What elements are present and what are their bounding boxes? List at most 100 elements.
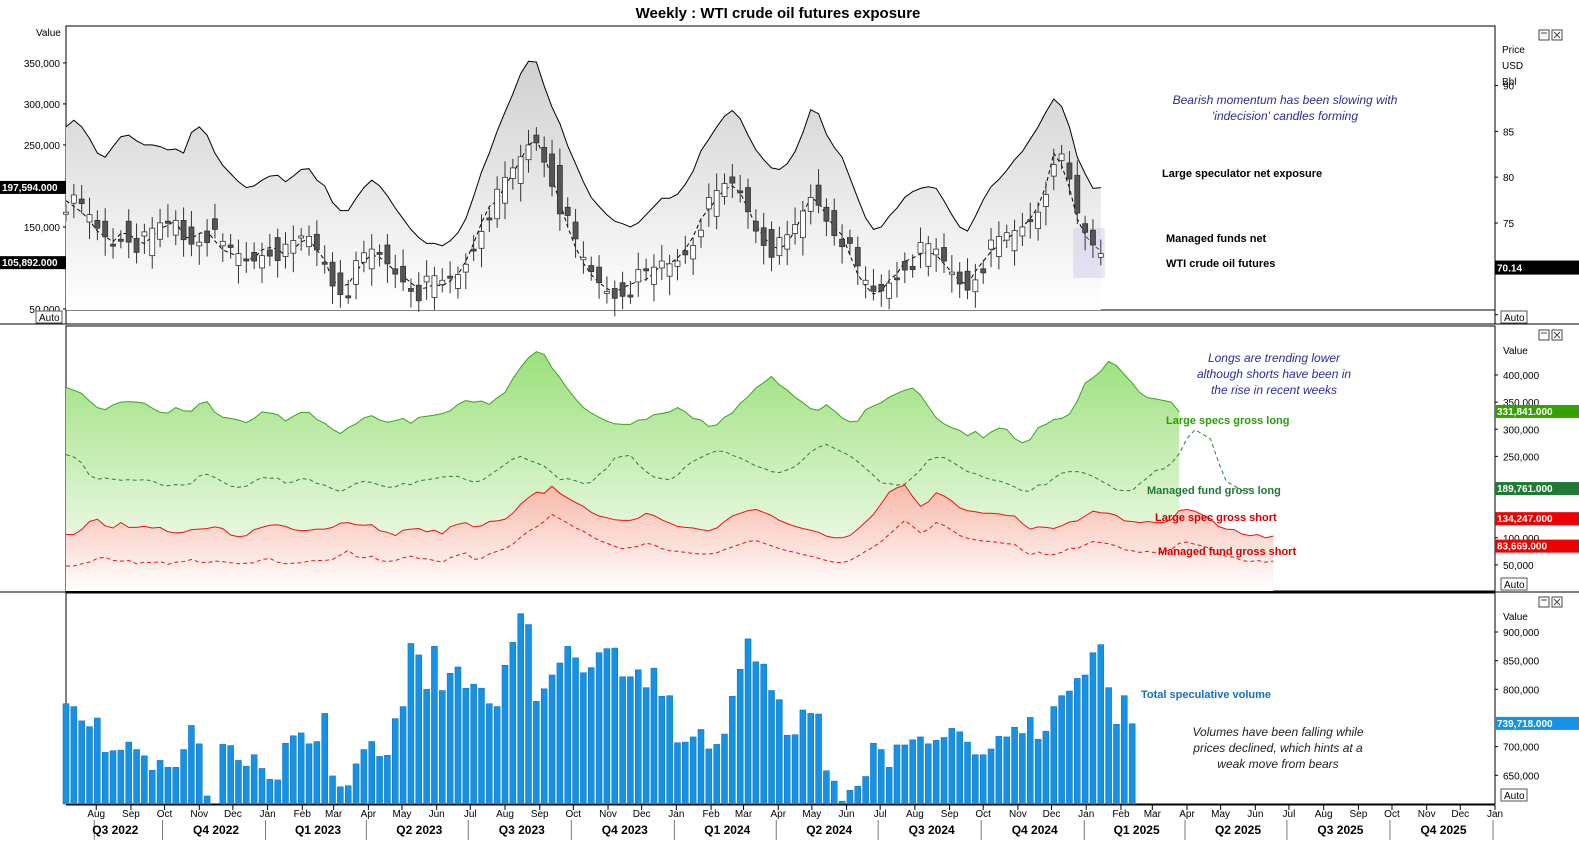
volume-bar [854,785,862,805]
volume-bar [783,734,791,805]
time-axis: Aug Sep Oct Nov Dec Jan Feb Mar Apr May Jun Jul Aug S… [66,804,1503,840]
month-tick-label: May [802,809,821,820]
volume-bar [932,740,940,805]
wti-candle [125,220,132,243]
wti-candle [541,146,548,163]
right-tick-label: 90 [1503,82,1515,93]
maximize-icon[interactable] [1538,29,1550,41]
wti-candle [909,265,916,271]
value-badge-text: 189,761.000 [1497,484,1553,495]
wti-candle [995,235,1002,257]
wti-candle [964,270,971,291]
volume-bar [141,755,148,805]
month-tick-label: Apr [1179,809,1195,820]
panel1-window-controls[interactable] [1538,29,1563,41]
volume-bar [1113,724,1120,805]
volume-bar [180,749,187,805]
svg-text:Auto: Auto [39,313,60,324]
wti-candle [588,265,595,273]
volume-bar [125,741,132,805]
volume-bar [1089,652,1097,805]
month-tick-label: Mar [735,809,753,820]
wti-candle [1043,194,1049,207]
left-tick-label: 50,000 [29,305,60,316]
panel2-window-controls[interactable] [1538,329,1563,341]
maximize-icon[interactable] [1538,596,1550,608]
wti-candle [1058,153,1065,161]
wti-candle [768,229,775,258]
highlight-box [1073,228,1105,278]
quarter-label: Q3 2023 [499,823,545,837]
month-tick-label: Jun [429,809,445,820]
wti-candle [368,248,375,270]
volume-bar [501,665,509,805]
price-badge [1495,260,1579,275]
month-tick-label: Oct [975,809,991,820]
volume-bar [791,734,799,805]
panel1-auto-button-left[interactable]: Auto [35,310,63,324]
wti-candle [431,275,438,298]
panel3-window-controls[interactable] [1538,596,1563,608]
wti-candle [188,226,195,245]
volume-bar [979,754,987,805]
month-tick-label: Sep [941,809,959,820]
quarter-label: Q3 2025 [1317,823,1363,837]
panel2-note-line-1: Longs are trending lower [1208,351,1341,365]
wti-candle [86,214,93,223]
month-tick-label: Feb [294,809,312,820]
volume-bar [486,703,493,805]
wti-candle [1090,229,1096,246]
volume-bar [1042,730,1050,805]
volume-bar [1003,736,1010,805]
volume-bar [133,749,140,805]
wti-candle [266,249,273,257]
maximize-icon[interactable] [1538,329,1550,341]
quarter-label: Q1 2024 [704,823,750,837]
wti-candle [259,255,265,269]
wti-candle [933,248,940,256]
wti-candle [502,176,508,204]
volume-bar [313,741,321,805]
volume-bar [744,638,752,805]
volume-bar [682,741,689,805]
wti-candle [282,243,289,257]
wti-candle [447,275,454,279]
wti-candle [439,279,446,285]
quarter-label: Q4 2022 [193,823,239,837]
wti-candle [149,227,156,257]
panel1-auto-button-right[interactable]: Auto [1500,310,1528,324]
volume-bar [940,737,948,805]
panel3-auto-button[interactable]: Auto [1500,788,1528,802]
panel2-auto-button[interactable]: Auto [1500,577,1528,591]
wti-candle [658,260,665,269]
right-tick-label: 400,000 [1503,371,1540,382]
right-tick-label: 850,000 [1503,657,1540,668]
wti-candle [306,235,312,248]
volume-bar [399,706,407,805]
volume-bar [619,676,626,805]
quarter-label: Q2 2023 [396,823,442,837]
wti-candle [204,230,211,243]
wti-candle [321,261,328,265]
volume-bar [611,647,619,805]
volume-bar [1128,723,1136,805]
volume-bar [525,624,532,805]
volume-bar [587,667,595,805]
volume-bar [360,749,368,805]
volume-bar [972,754,979,805]
volume-bar [917,736,924,805]
volume-bar [1050,706,1058,805]
label-wti: WTI crude oil futures [1166,258,1275,270]
wti-candle [792,224,798,234]
month-tick-label: Jan [1487,809,1503,820]
month-tick-label: Sep [122,809,140,820]
volume-bar [274,779,281,805]
volume-bar [493,706,501,805]
volume-bar [642,687,650,805]
volume-bar [290,735,297,805]
month-tick-label: Dec [633,809,651,820]
volume-bar [1074,678,1081,805]
volume-bar [478,687,485,805]
month-tick-label: Apr [770,809,786,820]
price-badge-text: 70.14 [1497,264,1522,275]
